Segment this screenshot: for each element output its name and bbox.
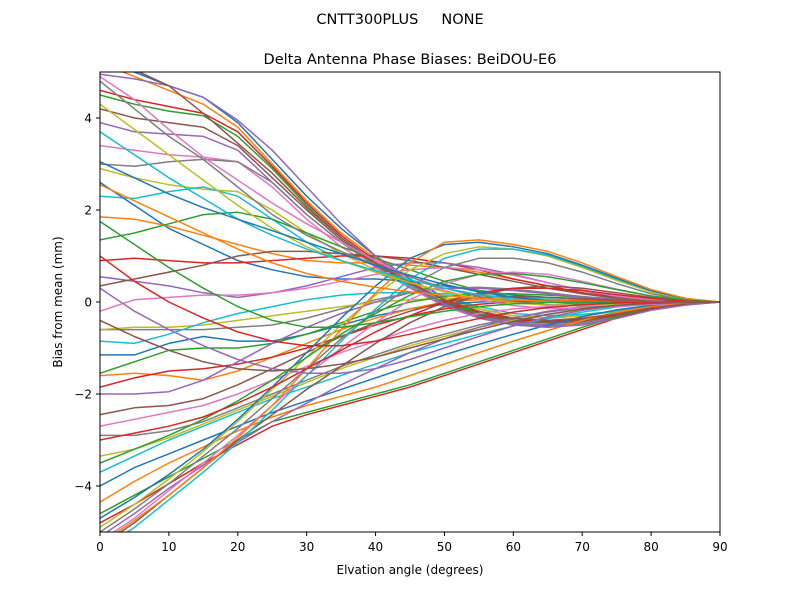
x-tick-label: 80 — [643, 540, 658, 554]
y-tick-label: −2 — [74, 388, 92, 402]
x-tick-label: 90 — [712, 540, 727, 554]
series-line-34 — [100, 301, 720, 524]
series-line-42 — [115, 239, 720, 532]
x-tick-label: 50 — [437, 540, 452, 554]
series-line-32 — [100, 301, 720, 503]
series-line-53 — [100, 220, 720, 329]
series-line-16 — [100, 250, 720, 303]
x-tick-label: 30 — [299, 540, 314, 554]
series-line-46 — [137, 72, 720, 322]
x-tick-label: 40 — [368, 540, 383, 554]
series-line-31 — [100, 301, 720, 487]
series-line-43 — [100, 272, 720, 464]
y-axis-label: Bias from mean (mm) — [51, 236, 65, 367]
x-tick-label: 10 — [161, 540, 176, 554]
series-line-44 — [100, 287, 720, 441]
series-line-33 — [100, 301, 720, 515]
x-tick-label: 0 — [96, 540, 104, 554]
series-line-56 — [100, 301, 720, 372]
y-tick-label: −4 — [74, 480, 92, 494]
x-tick-label: 70 — [575, 540, 590, 554]
series-line-40 — [126, 248, 720, 532]
series-line-27 — [100, 301, 720, 427]
series-layer — [100, 72, 720, 532]
series-line-45 — [100, 73, 720, 329]
y-tick-label: 2 — [84, 204, 92, 218]
y-tick-label: 4 — [84, 112, 92, 126]
series-line-54 — [100, 255, 720, 347]
x-axis-label: Elvation angle (degrees) — [337, 563, 484, 577]
x-tick-label: 20 — [230, 540, 245, 554]
series-line-36 — [119, 285, 720, 532]
series-line-38 — [100, 257, 720, 532]
y-tick-label: 0 — [84, 296, 92, 310]
axes: 0 10 20 30 40 50 60 70 80 90 −4 −2 0 2 4 — [74, 71, 728, 554]
series-line-26 — [100, 295, 720, 416]
chart-title: Delta Antenna Phase Biases: BeiDOU-E6 — [264, 52, 557, 68]
series-line-41 — [100, 241, 720, 519]
figure-suptitle: CNTT300PLUS NONE — [316, 12, 483, 28]
series-line-39 — [100, 246, 720, 529]
series-line-12 — [100, 216, 720, 303]
x-tick-label: 60 — [506, 540, 521, 554]
